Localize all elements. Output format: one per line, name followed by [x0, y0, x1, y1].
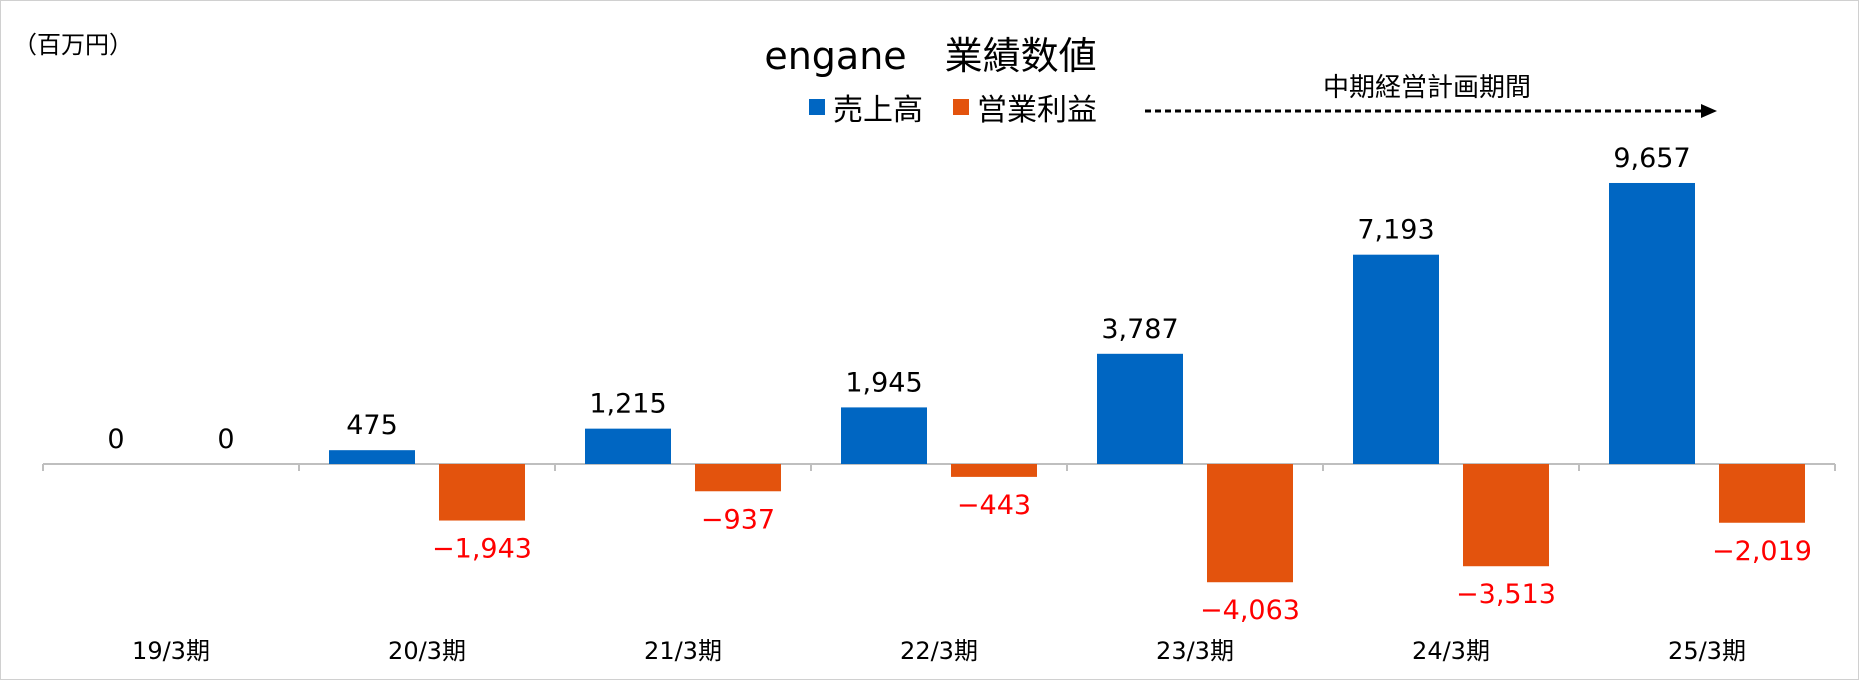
bar-sales: [1609, 182, 1695, 464]
x-tick-label: 23/3期: [1156, 637, 1234, 665]
x-tick-label: 19/3期: [132, 637, 210, 665]
bar-sales: [329, 450, 415, 464]
x-tick-label: 22/3期: [900, 637, 978, 665]
legend-swatch-operating-profit: [953, 99, 969, 115]
data-label: 1,215: [589, 389, 666, 420]
data-label: −1,943: [432, 534, 532, 565]
data-label: −443: [957, 490, 1031, 521]
bar-operating-profit: [439, 464, 525, 521]
legend-label-sales: 売上高: [833, 93, 923, 128]
x-tick-label: 20/3期: [388, 637, 466, 665]
legend-item-operating-profit: 営業利益: [953, 85, 1097, 129]
data-label: −4,063: [1200, 595, 1300, 626]
bar-operating-profit: [695, 464, 781, 492]
plan-period-label: 中期経営計画期間: [1323, 73, 1532, 103]
data-label: 0: [107, 424, 124, 455]
bar-operating-profit: [1463, 464, 1549, 567]
data-label: 1,945: [845, 367, 922, 398]
data-label: 0: [217, 424, 234, 455]
bar-operating-profit: [1207, 464, 1293, 583]
data-label: −3,513: [1456, 579, 1556, 610]
bar-operating-profit: [1719, 464, 1805, 523]
data-label: 7,193: [1357, 215, 1434, 246]
chart-title: engane 業績数値: [764, 34, 1097, 78]
data-label: 475: [346, 410, 398, 441]
data-label: 3,787: [1101, 314, 1178, 345]
legend-item-sales: 売上高: [809, 85, 923, 129]
bar-sales: [1353, 254, 1439, 464]
bar-sales: [585, 428, 671, 464]
bar-operating-profit: [951, 464, 1037, 477]
legend-swatch-sales: [809, 99, 825, 115]
x-tick-label: 21/3期: [644, 637, 722, 665]
legend-label-operating-profit: 営業利益: [977, 93, 1097, 128]
data-label: 9,657: [1613, 143, 1690, 174]
bar-sales: [1097, 353, 1183, 464]
bar-sales: [841, 407, 927, 464]
plan-period-arrow-head: [1701, 104, 1717, 118]
legend: 売上高 営業利益: [809, 85, 1097, 129]
data-label: −937: [701, 504, 775, 535]
x-tick-label: 24/3期: [1412, 637, 1490, 665]
x-tick-label: 25/3期: [1668, 637, 1746, 665]
data-label: −2,019: [1712, 536, 1812, 567]
unit-label: （百万円）: [13, 31, 133, 59]
